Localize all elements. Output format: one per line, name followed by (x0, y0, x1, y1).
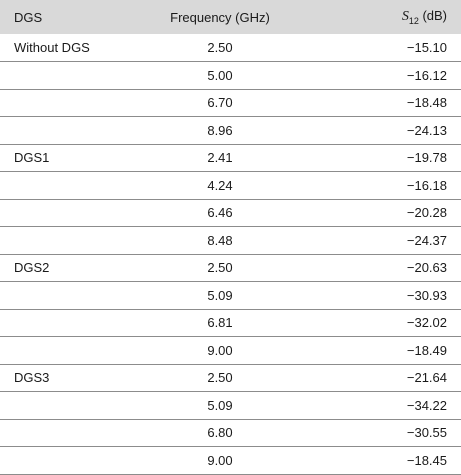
cell-s12: −21.64 (406, 370, 447, 386)
cell-frequency: 8.96 (207, 122, 233, 138)
table-row: 9.00 −18.49 (0, 336, 461, 365)
cell-dgs: DGS2 (14, 260, 50, 276)
table-row: 5.09 −30.93 (0, 281, 461, 310)
cell-frequency: 6.46 (207, 205, 233, 221)
table-row: 6.80 −30.55 (0, 419, 461, 447)
s12-symbol: S12 (401, 9, 419, 26)
cell-frequency: 9.00 (207, 452, 233, 468)
cell-frequency: 2.50 (207, 370, 233, 386)
cell-s12: −18.48 (406, 95, 447, 111)
cell-dgs (0, 227, 140, 255)
table-row: DGS1 2.41 −19.78 (0, 144, 461, 172)
cell-s12: −15.10 (406, 40, 447, 55)
table-row: DGS2 2.50 −20.63 (0, 254, 461, 282)
header-frequency: Frequency (GHz) (170, 9, 270, 25)
table-row: 5.00 −16.12 (0, 61, 461, 90)
cell-frequency: 5.09 (207, 397, 233, 413)
cell-frequency: 4.24 (207, 177, 233, 193)
cell-dgs (0, 337, 140, 365)
cell-s12: −20.28 (406, 205, 447, 221)
s12-symbol-letter: S (401, 9, 409, 25)
table-row: 4.24 −16.18 (0, 171, 461, 200)
cell-dgs (0, 282, 140, 310)
cell-dgs (0, 62, 140, 90)
cell-s12: −30.55 (406, 425, 447, 441)
cell-frequency: 5.09 (207, 287, 233, 303)
cell-dgs (0, 309, 140, 337)
cell-s12: −34.22 (406, 397, 447, 413)
table-body: Without DGS 2.50 −15.10 5.00 −16.12 6.70 −18.4… (0, 34, 461, 474)
cell-frequency: 5.00 (207, 67, 233, 83)
cell-frequency: 6.70 (207, 95, 233, 111)
cell-s12: −30.93 (406, 287, 447, 303)
cell-dgs (0, 199, 140, 227)
s12-subscript: 12 (408, 15, 419, 26)
cell-dgs (0, 89, 140, 117)
cell-dgs (0, 419, 140, 447)
table-row: 9.00 −18.45 (0, 446, 461, 475)
cell-frequency: 2.41 (207, 150, 233, 166)
cell-frequency: 8.48 (207, 232, 233, 248)
cell-s12: −24.37 (406, 232, 447, 248)
table-row: 6.70 −18.48 (0, 89, 461, 117)
table-row: 8.96 −24.13 (0, 116, 461, 145)
cell-dgs (0, 117, 140, 145)
cell-frequency: 2.50 (207, 260, 233, 276)
cell-s12: −16.18 (406, 177, 447, 193)
cell-frequency: 6.80 (207, 425, 233, 441)
cell-s12: −18.49 (406, 342, 447, 358)
cell-s12: −19.78 (406, 150, 447, 166)
table-row: DGS3 2.50 −21.64 (0, 364, 461, 392)
cell-dgs (0, 392, 140, 420)
table-row: 6.81 −32.02 (0, 309, 461, 337)
cell-dgs: DGS3 (14, 370, 50, 386)
table-row: 5.09 −34.22 (0, 391, 461, 420)
cell-dgs (0, 172, 140, 200)
table-header: DGS Frequency (GHz) S12 (dB) (0, 0, 461, 34)
cell-s12: −32.02 (406, 315, 447, 331)
table-row: 8.48 −24.37 (0, 226, 461, 255)
header-dgs: DGS (14, 9, 43, 25)
cell-s12: −18.45 (406, 452, 447, 468)
cell-s12: −20.63 (406, 260, 447, 276)
cell-frequency: 6.81 (207, 315, 233, 331)
header-row: DGS Frequency (GHz) S12 (dB) (0, 0, 461, 34)
cell-dgs: DGS1 (14, 150, 50, 166)
cell-dgs (0, 447, 140, 475)
cell-frequency: 9.00 (207, 342, 233, 358)
table-row: 6.46 −20.28 (0, 199, 461, 227)
table-row: Without DGS 2.50 −15.10 (0, 34, 461, 62)
cell-s12: −24.13 (406, 122, 447, 138)
cell-dgs: Without DGS (14, 40, 90, 55)
header-s12: S12 (dB) (300, 0, 461, 34)
s12-unit: (dB) (418, 8, 447, 24)
cell-s12: −16.12 (406, 67, 447, 83)
cell-frequency: 2.50 (207, 40, 233, 55)
